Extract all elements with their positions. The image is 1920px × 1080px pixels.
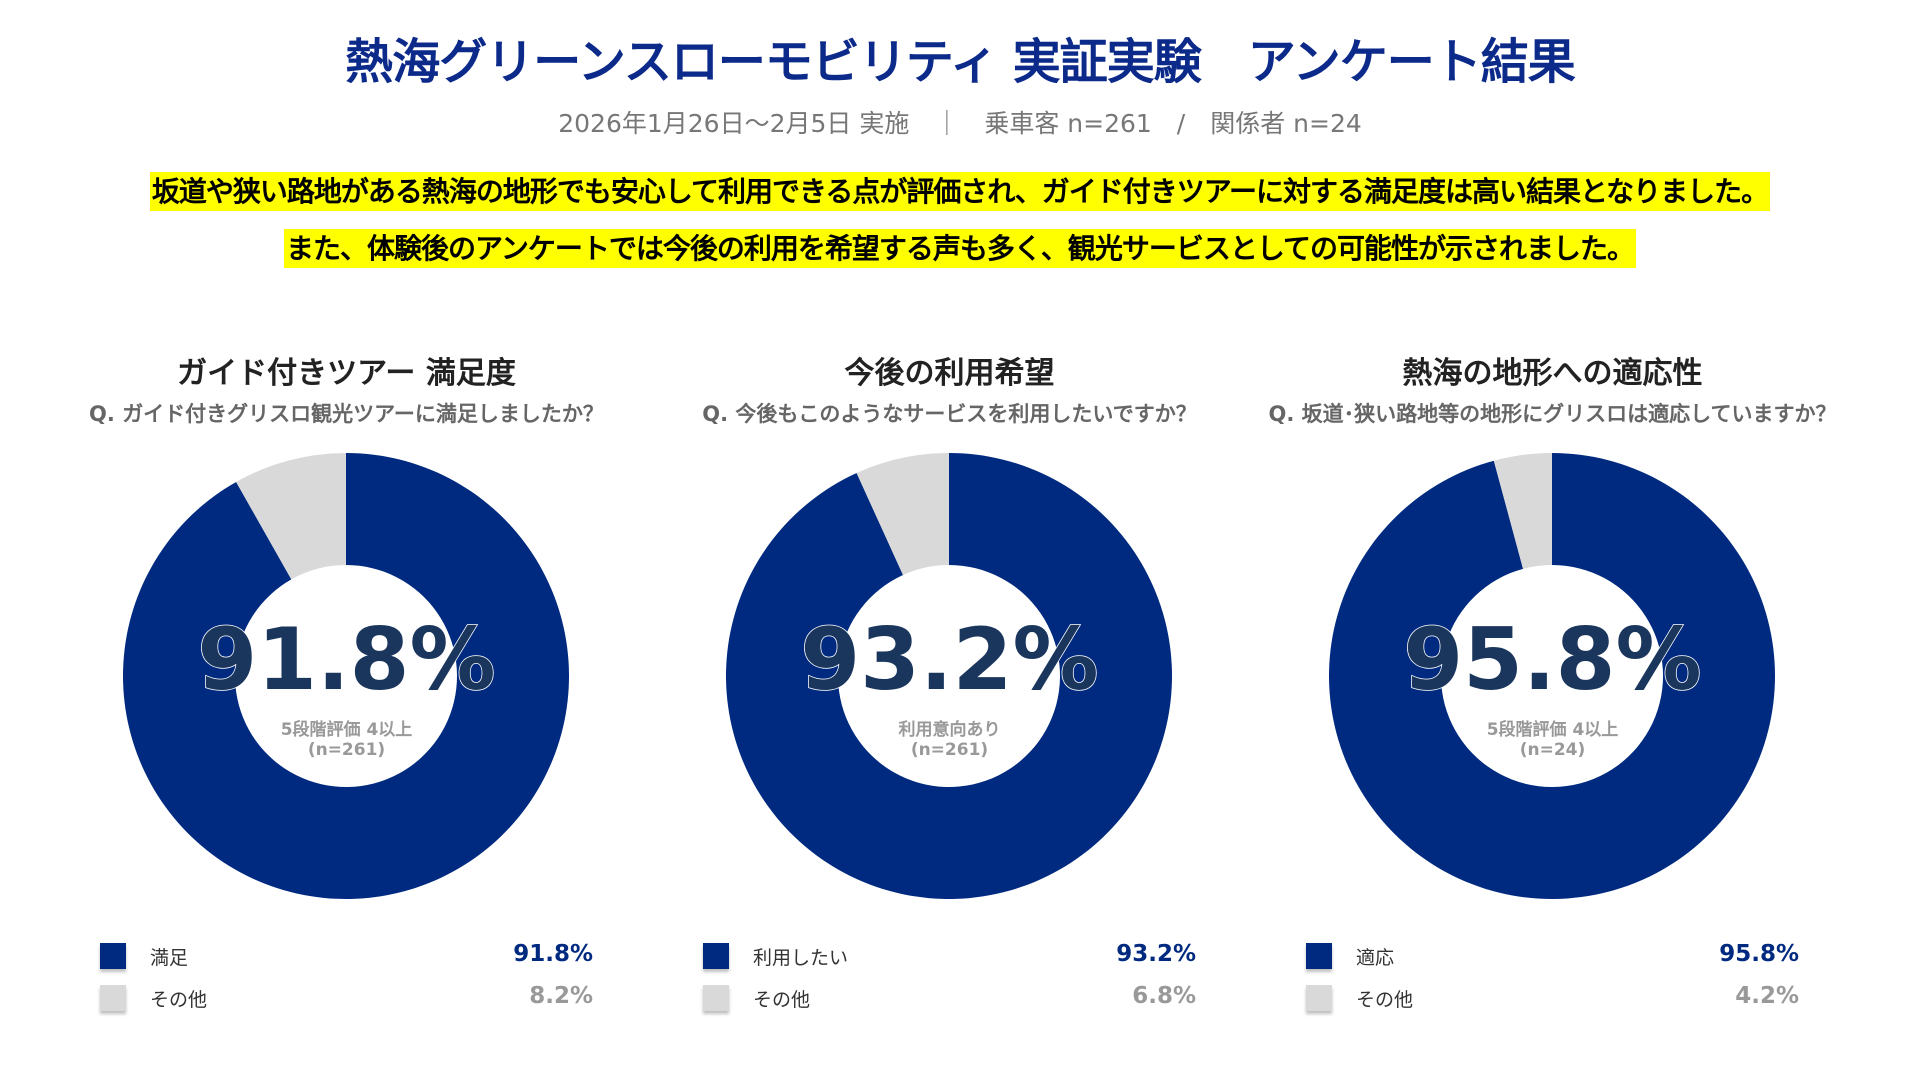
slice-適応: [1329, 453, 1775, 899]
center-n: (n=24): [1519, 740, 1586, 760]
legend-item-other: その他 8.2%: [45, 983, 648, 1025]
slice-利用したい: [726, 453, 1172, 899]
legend-swatch: [703, 943, 729, 969]
legend-item-main: 利用したい 93.2%: [648, 941, 1251, 983]
legend-item-other: その他 6.8%: [648, 983, 1251, 1025]
legend-label: 適応: [1356, 947, 1395, 969]
legend-label: 利用したい: [753, 947, 849, 969]
page-subtitle: 2026年1月26日～2月5日 実施 ｜ 乗車客 n=261 / 関係者 n=2…: [558, 109, 1362, 138]
chart-title: ガイド付きツアー 満足度: [177, 356, 516, 391]
page-title: 熱海グリーンスローモビリティ 実証実験 アンケート結果: [345, 34, 1576, 90]
legend-swatch: [100, 985, 126, 1011]
center-caption: 5段階評価 4以上: [280, 720, 413, 740]
donut-chart: [1329, 453, 1775, 899]
center-caption: 利用意向あり: [898, 720, 1001, 740]
donut-chart: [726, 453, 1172, 899]
legend-value: 8.2%: [529, 983, 593, 1009]
chart-panel-2: 今後の利用希望 Q. 今後もこのようなサービスを利用したいですか？ 93.2% …: [648, 340, 1251, 1040]
chart-question: Q. ガイド付きグリスロ観光ツアーに満足しましたか？: [89, 402, 604, 426]
chart-question: Q. 今後もこのようなサービスを利用したいですか？: [702, 402, 1197, 426]
legend-label: 満足: [150, 947, 189, 969]
highlight-line-2: また、体験後のアンケートでは今後の利用を希望する声も多く、観光サービスとしての可…: [0, 227, 1920, 268]
center-caption: 5段階評価 4以上: [1486, 720, 1619, 740]
legend-value: 4.2%: [1735, 983, 1799, 1009]
chart-panel-3: 熱海の地形への適応性 Q. 坂道･狭い路地等の地形にグリスロは適応していますか？…: [1251, 340, 1854, 1040]
legend-item-other: その他 4.2%: [1251, 983, 1854, 1025]
legend-value: 95.8%: [1719, 941, 1799, 967]
chart-panel-1: ガイド付きツアー 満足度 Q. ガイド付きグリスロ観光ツアーに満足しましたか？ …: [45, 340, 648, 1040]
donut-chart: [123, 453, 569, 899]
center-value: 95.8%: [1403, 609, 1703, 711]
center-value: 93.2%: [800, 609, 1100, 711]
legend-value: 91.8%: [513, 941, 593, 967]
legend-value: 6.8%: [1132, 983, 1196, 1009]
legend-swatch: [703, 985, 729, 1011]
chart-title: 熱海の地形への適応性: [1402, 356, 1703, 391]
slice-other: [856, 453, 949, 575]
legend-label: その他: [150, 989, 208, 1011]
legend-item-main: 満足 91.8%: [45, 941, 648, 983]
legend-item-main: 適応 95.8%: [1251, 941, 1854, 983]
legend-value: 93.2%: [1116, 941, 1196, 967]
legend-swatch: [1306, 985, 1332, 1011]
chart-question: Q. 坂道･狭い路地等の地形にグリスロは適応していますか？: [1268, 402, 1837, 426]
slice-other: [1493, 453, 1552, 569]
slice-other: [236, 453, 346, 580]
slice-満足: [123, 453, 569, 899]
legend-label: その他: [1356, 989, 1414, 1011]
center-value: 91.8%: [197, 609, 497, 711]
highlight-line-1: 坂道や狭い路地がある熱海の地形でも安心して利用できる点が評価され、ガイド付きツア…: [0, 170, 1920, 211]
center-n: (n=261): [307, 740, 386, 760]
chart-title: 今後の利用希望: [844, 356, 1055, 391]
legend-swatch: [1306, 943, 1332, 969]
legend-swatch: [100, 943, 126, 969]
center-n: (n=261): [910, 740, 989, 760]
legend-label: その他: [753, 989, 811, 1011]
